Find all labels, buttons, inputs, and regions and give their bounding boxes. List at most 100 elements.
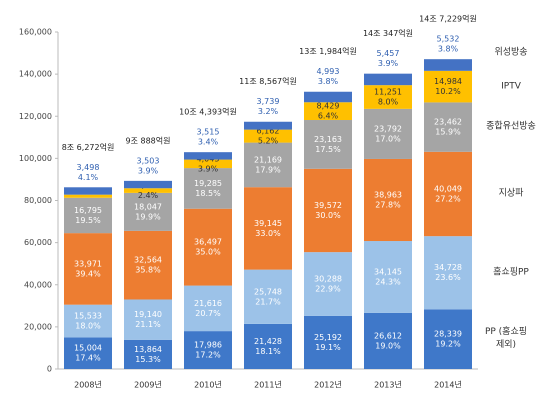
share-label: 17.4%: [75, 354, 101, 363]
bar-segment: [364, 73, 412, 86]
y-tick-label: 120,000: [19, 112, 52, 121]
value-label: 5,532: [437, 35, 460, 44]
value-label: 23,792: [374, 124, 402, 133]
value-label: 23,163: [314, 135, 342, 144]
total-label: 11조 8,567억원: [239, 76, 297, 86]
value-label: 16,795: [74, 206, 102, 215]
y-tick-label: 80,000: [24, 196, 52, 205]
bar-segment: [244, 142, 292, 188]
value-label: 11,251: [374, 88, 402, 97]
share-label: 18.0%: [75, 322, 101, 331]
bar-segment: [184, 208, 232, 286]
bar-segment: [64, 337, 112, 369]
bar-segment: [244, 269, 292, 324]
value-label: 5,457: [377, 49, 400, 58]
value-label: 14,984: [434, 77, 462, 86]
value-label: 18,047: [134, 202, 162, 211]
legend-label: PP (홈쇼핑 제외): [484, 327, 528, 351]
share-label: 18.5%: [195, 189, 221, 198]
bar-segment: [424, 236, 472, 310]
share-label: 22.9%: [315, 285, 341, 294]
value-label: 33,971: [74, 259, 102, 268]
value-label: 3,503: [137, 156, 160, 165]
bar-segment: [364, 241, 412, 313]
x-tick-label: 2008년: [74, 380, 102, 390]
y-tick-label: 140,000: [19, 70, 52, 79]
share-label: 17.2%: [195, 351, 221, 360]
value-label: 25,748: [254, 287, 282, 296]
total-label: 9조 888억원: [126, 135, 171, 145]
value-label: 8,429: [317, 102, 340, 111]
share-label: 6.4%: [318, 112, 339, 121]
value-label: 32,564: [134, 256, 162, 265]
legend-label: 지상파: [498, 188, 524, 199]
x-tick-label: 2009년: [134, 380, 162, 390]
bar-segment: [64, 304, 112, 338]
bar-segment: [304, 252, 352, 316]
bar-segment: [244, 129, 292, 143]
x-tick-label: 2012년: [314, 380, 342, 390]
share-label: 3.2%: [258, 107, 279, 116]
share-label: 19.0%: [375, 341, 401, 350]
value-label: 34,728: [434, 263, 462, 272]
bar-segment: [124, 230, 172, 300]
share-label: 15.9%: [435, 128, 461, 137]
value-label: 21,169: [254, 155, 282, 164]
share-label: 3.9%: [378, 59, 399, 68]
y-tick-label: 40,000: [24, 280, 52, 289]
value-label: 40,049: [434, 184, 462, 193]
share-label: 19.9%: [135, 212, 161, 221]
y-tick-label: 100,000: [19, 154, 52, 163]
share-label: 15.3%: [135, 355, 161, 364]
value-label: 15,004: [74, 344, 102, 353]
bar-segment: [124, 180, 172, 189]
value-label: 4,993: [317, 67, 340, 76]
bar-segment: [364, 312, 412, 369]
bar-segment: [304, 315, 352, 369]
bar-segment: [364, 85, 412, 109]
share-label: 18.1%: [255, 347, 281, 356]
total-label: 14조 7,229억원: [419, 14, 477, 24]
legend-label: 홈쇼핑PP: [493, 267, 529, 278]
x-tick-label: 2013년: [374, 380, 402, 390]
value-label: 36,497: [194, 238, 222, 247]
bar-segment: [244, 323, 292, 369]
value-label: 6,162: [257, 127, 280, 136]
y-tick-label: 160,000: [19, 28, 52, 37]
value-label: 13,864: [134, 345, 162, 354]
value-label: 19,140: [134, 310, 162, 319]
share-label: 3.4%: [198, 138, 219, 147]
bar-segment: [124, 188, 172, 193]
share-label: 24.3%: [375, 277, 401, 286]
bar-segment: [364, 108, 412, 159]
value-label: 19,285: [194, 179, 222, 188]
legend-label: 위성방송: [494, 47, 528, 58]
share-label: 17.9%: [255, 165, 281, 174]
legend-label: 종합유선방송: [486, 121, 536, 132]
share-label: 10.2%: [435, 87, 461, 96]
value-label: 3,498: [77, 163, 100, 172]
bar-segment: [124, 339, 172, 369]
value-label: 25,192: [314, 333, 342, 342]
value-label: 30,288: [314, 275, 342, 284]
share-label: 3.9%: [198, 164, 219, 173]
bar-segment: [184, 159, 232, 169]
bar-segment: [184, 152, 232, 160]
share-label: 35.8%: [135, 266, 161, 275]
value-label: 23,462: [434, 118, 462, 127]
value-label: 3,515: [197, 128, 220, 137]
share-label: 3.9%: [138, 166, 159, 175]
share-label: 39.4%: [75, 269, 101, 278]
share-label: 3.8%: [438, 45, 459, 54]
share-label: 17.0%: [375, 134, 401, 143]
share-label: 19.2%: [435, 340, 461, 349]
y-tick-label: 0: [47, 365, 52, 374]
value-label: 39,145: [254, 219, 282, 228]
bar-segment: [424, 59, 472, 71]
bar-segment: [124, 192, 172, 231]
share-label: 20.7%: [195, 309, 221, 318]
share-label: 5.2%: [258, 137, 279, 146]
bar-segment: [424, 70, 472, 103]
